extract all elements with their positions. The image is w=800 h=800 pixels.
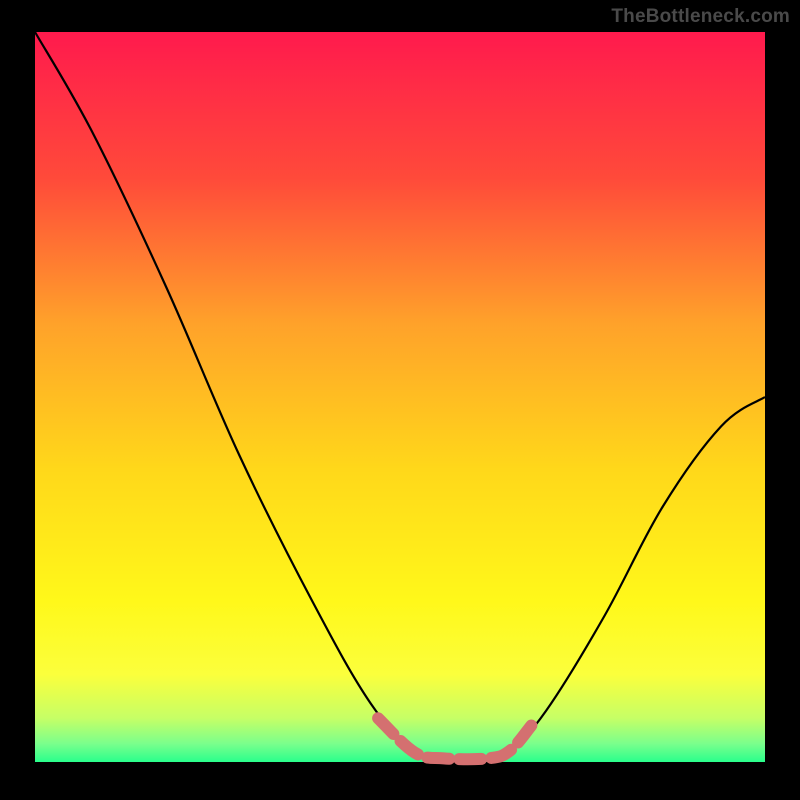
watermark-text: TheBottleneck.com bbox=[611, 6, 790, 28]
chart-container: TheBottleneck.com bbox=[0, 0, 800, 800]
bottleneck-chart-svg bbox=[0, 0, 800, 800]
chart-svg-wrap bbox=[0, 0, 800, 800]
